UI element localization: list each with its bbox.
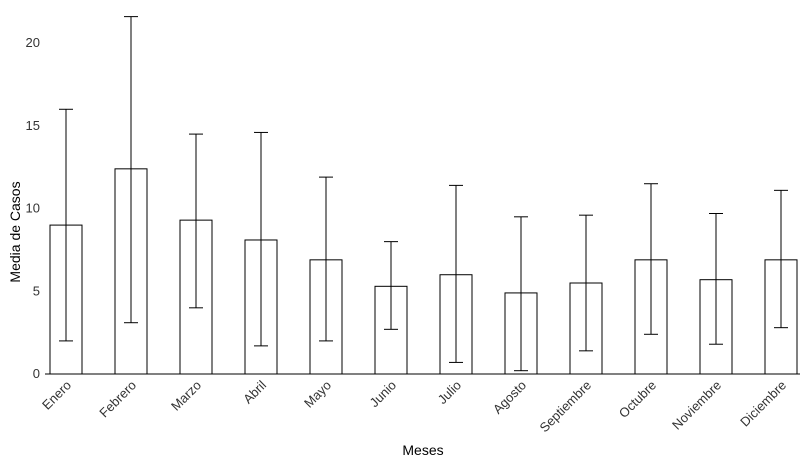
x-axis-title: Meses <box>402 442 443 458</box>
y-tick-label-0: 0 <box>33 366 40 381</box>
y-axis-title: Media de Casos <box>7 181 23 282</box>
x-tick-label-abril: Abril <box>240 377 269 406</box>
y-tick-label-10: 10 <box>26 201 40 216</box>
y-tick-label-5: 5 <box>33 283 40 298</box>
x-tick-label-marzo: Marzo <box>168 378 204 414</box>
x-tick-label-octubre: Octubre <box>616 378 659 421</box>
x-tick-label-febrero: Febrero <box>96 378 139 421</box>
x-tick-label-septiembre: Septiembre <box>537 378 595 436</box>
x-tick-label-julio: Julio <box>435 378 465 408</box>
x-tick-label-agosto: Agosto <box>490 378 529 417</box>
y-tick-label-15: 15 <box>26 118 40 133</box>
y-tick-label-20: 20 <box>26 35 40 50</box>
x-tick-label-mayo: Mayo <box>301 378 334 411</box>
x-tick-label-diciembre: Diciembre <box>737 378 789 430</box>
bars-group <box>49 168 798 375</box>
x-axis-ticks: Enero Febrero Marzo Abril Mayo Junio Julio Agos… <box>39 377 789 435</box>
y-axis-ticks: 0 5 10 15 20 <box>26 35 40 381</box>
x-tick-label-junio: Junio <box>367 378 400 411</box>
x-tick-label-noviembre: Noviembre <box>669 378 724 433</box>
error-bars-group <box>59 16 788 372</box>
x-tick-label-enero: Enero <box>39 378 74 413</box>
